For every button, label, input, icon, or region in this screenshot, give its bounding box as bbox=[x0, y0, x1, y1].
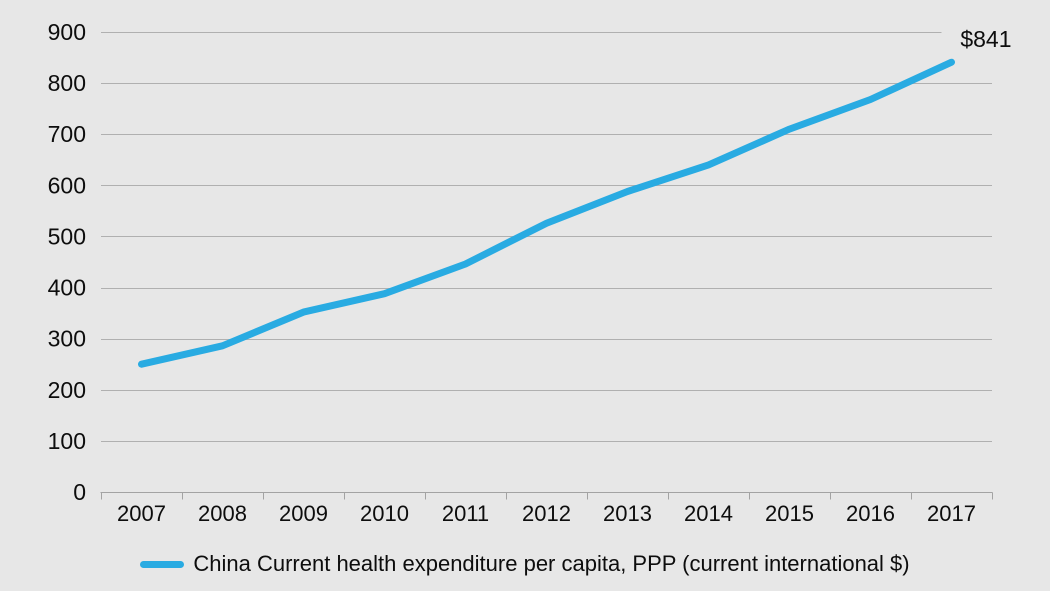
x-tick-label: 2014 bbox=[684, 501, 733, 526]
gridlines bbox=[101, 32, 992, 442]
x-tick-label: 2008 bbox=[198, 501, 247, 526]
y-tick-label: 300 bbox=[48, 326, 86, 352]
y-tick-label: 200 bbox=[48, 377, 86, 403]
x-axis bbox=[100, 492, 993, 500]
y-tick-label: 0 bbox=[73, 479, 86, 505]
y-tick-label: 600 bbox=[48, 172, 86, 198]
x-tick-label: 2009 bbox=[279, 501, 328, 526]
x-tick-label: 2010 bbox=[360, 501, 409, 526]
series-group bbox=[138, 58, 955, 368]
series-line bbox=[138, 58, 955, 368]
y-tick-label: 900 bbox=[48, 19, 86, 45]
x-tick-label: 2015 bbox=[765, 501, 814, 526]
annotation-backdrop bbox=[941, 23, 1016, 55]
y-tick-label: 500 bbox=[48, 223, 86, 249]
x-tick-label: 2011 bbox=[442, 501, 489, 526]
x-tick-label: 2012 bbox=[522, 501, 571, 526]
legend: China Current health expenditure per cap… bbox=[0, 549, 1050, 579]
legend-line-swatch bbox=[140, 560, 185, 568]
x-axis-tick-labels: 2007 2008 2009 2010 2011 2012 2013 2014 2015 2016… bbox=[117, 501, 976, 526]
y-tick-label: 800 bbox=[48, 70, 86, 96]
legend-label: China Current health expenditure per cap… bbox=[193, 551, 910, 576]
y-tick-label: 400 bbox=[48, 275, 86, 301]
x-tick-label: 2017 bbox=[927, 501, 976, 526]
y-axis-tick-labels: 0 100 200 300 400 500 600 700 800 900 bbox=[48, 19, 86, 505]
x-tick-label: 2007 bbox=[117, 501, 166, 526]
y-tick-label: 700 bbox=[48, 121, 86, 147]
y-tick-label: 100 bbox=[48, 428, 86, 454]
end-value-label: $841 bbox=[960, 26, 1011, 52]
annotation-layer: $841 bbox=[941, 23, 1016, 55]
x-tick-label: 2016 bbox=[846, 501, 895, 526]
x-tick-label: 2013 bbox=[603, 501, 652, 526]
